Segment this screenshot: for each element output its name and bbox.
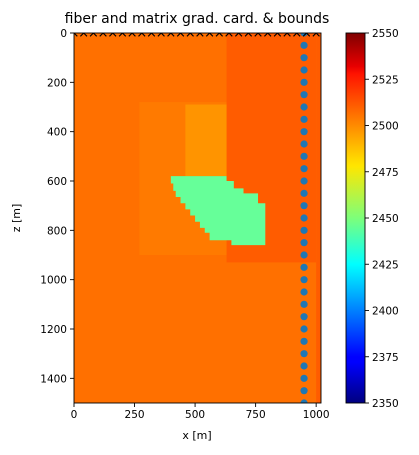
colorbar-tick-label-5: 2475 <box>372 167 399 179</box>
x-tick-label-0: 0 <box>71 409 78 421</box>
receiver-point-3 <box>300 66 308 74</box>
receiver-point-7 <box>300 115 308 123</box>
source-marker-5 <box>118 33 127 37</box>
receiver-point-5 <box>300 91 308 99</box>
colorbar-tick-label-2: 2400 <box>372 306 399 318</box>
y-tick-label-7: 1400 <box>40 373 67 385</box>
x-axis-ticks: 0 250 500 750 1000 <box>71 403 330 421</box>
receiver-point-1 <box>300 41 308 49</box>
source-marker-25 <box>312 33 320 37</box>
receiver-point-9 <box>300 140 308 148</box>
x-tick-label-2: 500 <box>185 409 205 421</box>
receiver-point-30 <box>300 399 308 403</box>
colorbar-tick-label-1: 2375 <box>372 352 399 364</box>
receiver-point-13 <box>300 189 308 197</box>
source-marker-4 <box>109 33 117 37</box>
x-tick-label-1: 250 <box>125 409 145 421</box>
x-tick-label-3: 750 <box>246 409 266 421</box>
source-marker-20 <box>264 33 272 37</box>
receiver-point-29 <box>300 387 308 395</box>
y-tick-label-2: 400 <box>47 127 67 139</box>
source-marker-23 <box>293 33 301 37</box>
source-marker-19 <box>254 33 262 37</box>
receiver-point-18 <box>300 251 308 259</box>
source-marker-22 <box>283 33 291 37</box>
receiver-point-6 <box>300 103 308 111</box>
heatmap-area <box>74 33 321 403</box>
colorbar-tick-label-0: 2350 <box>372 398 399 410</box>
plot-frame <box>73 32 322 404</box>
source-marker-18 <box>244 33 253 37</box>
source-marker-2 <box>89 33 98 37</box>
source-marker-7 <box>138 33 146 37</box>
y-tick-label-3: 600 <box>47 176 67 188</box>
receiver-point-21 <box>300 288 308 296</box>
heatmap-region-3 <box>185 104 227 177</box>
source-marker-10 <box>167 33 175 37</box>
receiver-point-12 <box>300 177 308 185</box>
marker-layer <box>74 33 320 403</box>
source-marker-21 <box>273 33 282 37</box>
receiver-point-16 <box>300 226 308 234</box>
receiver-point-10 <box>300 152 308 160</box>
colorbar-tick-label-8: 2550 <box>372 28 399 40</box>
receiver-point-11 <box>300 165 308 173</box>
receiver-point-17 <box>300 239 308 247</box>
source-marker-11 <box>176 33 185 37</box>
receiver-point-4 <box>300 78 308 86</box>
source-marker-14 <box>205 33 214 37</box>
colorbar <box>345 32 366 404</box>
y-tick-label-0: 0 <box>60 28 67 40</box>
heatmap-region-4 <box>170 176 266 246</box>
colorbar-tick-label-6: 2500 <box>372 121 399 133</box>
y-axis-ticks: 0 200 400 600 800 1000 1200 1400 <box>40 28 74 385</box>
receiver-point-19 <box>300 263 308 271</box>
y-tick-label-1: 200 <box>47 77 67 89</box>
source-marker-8 <box>147 33 156 37</box>
receiver-point-20 <box>300 276 308 284</box>
receiver-point-26 <box>300 350 308 358</box>
receiver-point-25 <box>300 337 308 345</box>
receiver-point-14 <box>300 202 308 210</box>
x-axis-label: x [m] <box>182 429 211 442</box>
receiver-point-23 <box>300 313 308 321</box>
source-marker-17 <box>234 33 243 37</box>
source-marker-9 <box>157 33 165 37</box>
colorbar-tick-label-4: 2450 <box>372 213 399 225</box>
colorbar-ticks: 2350 2375 2400 2425 2450 2475 2500 2525 2550 <box>365 28 399 410</box>
receiver-point-8 <box>300 128 308 136</box>
receiver-point-28 <box>300 374 308 382</box>
source-marker-16 <box>225 33 233 37</box>
receiver-point-2 <box>300 54 308 62</box>
x-tick-label-4: 1000 <box>303 409 330 421</box>
heatmap-region-1 <box>316 33 321 403</box>
source-marker-15 <box>215 33 223 37</box>
colorbar-tick-label-3: 2425 <box>372 259 399 271</box>
colorbar-tick-label-7: 2525 <box>372 74 399 86</box>
source-marker-0 <box>74 33 78 37</box>
receiver-point-22 <box>300 300 308 308</box>
y-axis-label: z [m] <box>10 204 23 233</box>
receiver-point-27 <box>300 362 308 370</box>
receiver-point-24 <box>300 325 308 333</box>
receiver-point-15 <box>300 214 308 222</box>
source-marker-1 <box>79 33 88 37</box>
source-marker-12 <box>186 33 194 37</box>
source-marker-3 <box>99 33 107 37</box>
source-marker-13 <box>196 33 204 37</box>
y-tick-label-6: 1200 <box>40 324 67 336</box>
y-tick-label-4: 800 <box>47 225 67 237</box>
source-marker-24 <box>302 33 311 37</box>
chart-title: fiber and matrix grad. card. & bounds <box>65 11 330 27</box>
source-marker-6 <box>128 33 136 37</box>
y-tick-label-5: 1000 <box>40 275 67 287</box>
